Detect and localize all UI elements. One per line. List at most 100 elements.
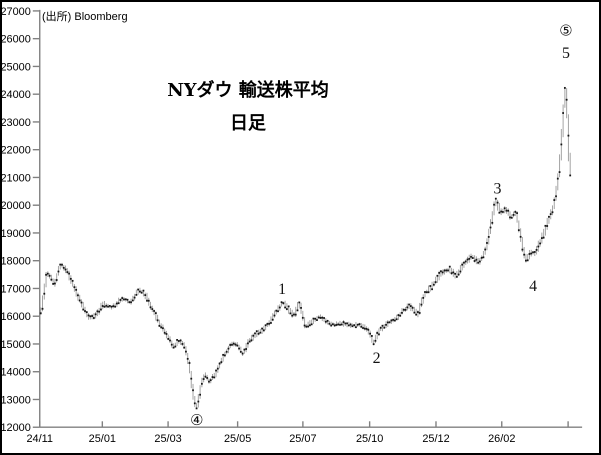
price-close-dot: [41, 307, 44, 310]
price-close-dot: [510, 216, 513, 219]
price-close-dot: [176, 339, 178, 341]
price-close-dot: [282, 302, 285, 305]
price-close-dot: [353, 324, 356, 327]
price-close-dot: [52, 283, 55, 285]
price-close-dot: [130, 301, 132, 304]
y-axis-tick-label: 21000: [2, 172, 31, 184]
price-close-dot: [494, 197, 497, 200]
price-close-dot: [91, 315, 93, 317]
price-close-dot: [393, 319, 396, 322]
price-close-dot: [177, 340, 180, 342]
price-close-dot: [459, 270, 462, 273]
price-close-dot: [470, 255, 472, 258]
price-close-dot: [434, 281, 437, 284]
price-close-dot: [43, 292, 46, 295]
price-close-dot: [317, 316, 320, 319]
price-close-dot: [62, 266, 65, 269]
price-close-dot: [172, 346, 175, 349]
price-close-dot: [429, 285, 432, 287]
price-close-dot: [349, 323, 352, 326]
price-close-dot: [344, 322, 347, 325]
wave-label-2: 2: [373, 350, 381, 367]
price-close-dot: [243, 348, 246, 351]
price-close-dot: [259, 331, 262, 334]
price-close-dot: [478, 260, 481, 263]
price-close-dot: [215, 369, 217, 372]
price-close-dot: [337, 323, 340, 326]
price-close-dot: [247, 342, 249, 345]
price-close-dot: [75, 288, 78, 291]
y-axis-tick-label: 26000: [2, 34, 31, 46]
price-close-dot: [163, 331, 166, 334]
price-close-dot: [486, 242, 488, 244]
price-close-dot: [385, 323, 387, 326]
price-close-dot: [218, 362, 221, 365]
price-close-dot: [463, 261, 465, 264]
price-close-dot: [257, 332, 260, 335]
price-close-dot: [450, 272, 453, 275]
price-close-dot: [224, 354, 226, 357]
price-close-dot: [54, 282, 56, 285]
price-close-dot: [546, 225, 549, 227]
price-close-dot: [424, 291, 426, 293]
chart-title-line2: 日足: [230, 113, 266, 134]
x-axis-tick-label: 25/05: [224, 433, 251, 445]
price-close-dot: [188, 362, 191, 364]
y-axis-tick-label: 22000: [2, 145, 31, 157]
price-close-dot: [514, 211, 517, 213]
chart-title: NYダウ 輸送株平均 日足: [128, 74, 368, 140]
x-axis-tick-label: 25/01: [89, 433, 116, 445]
price-close-dot: [103, 305, 106, 308]
price-close-dot: [78, 299, 81, 302]
price-close-dot: [296, 309, 299, 312]
price-close-dot: [496, 201, 499, 204]
x-axis-tick-label: 25/03: [154, 433, 181, 445]
price-close-dot: [169, 339, 171, 342]
y-axis-tick-label: 24000: [2, 89, 31, 101]
price-close-dot: [305, 325, 308, 328]
price-close-dot: [427, 291, 430, 294]
price-close-dot: [319, 317, 322, 319]
price-close-dot: [326, 319, 329, 322]
price-close-dot: [202, 378, 205, 380]
price-close-dot: [291, 314, 294, 317]
price-close-dot: [567, 134, 570, 137]
price-close-dot: [77, 294, 79, 297]
wave-label-5-circled: ⑤: [559, 21, 572, 39]
price-close-dot: [502, 211, 504, 213]
price-close-dot: [108, 305, 111, 307]
price-close-dot: [323, 317, 325, 319]
price-close-dot: [365, 328, 368, 330]
price-close-dot: [149, 306, 152, 309]
y-axis-tick-label: 13000: [2, 394, 31, 406]
price-close-dot: [473, 260, 476, 262]
price-close-dot: [121, 297, 124, 299]
price-close-dot: [89, 315, 92, 318]
price-close-dot: [526, 259, 529, 262]
price-close-dot: [556, 177, 559, 180]
price-close-dot: [475, 258, 478, 261]
price-close-dot: [316, 319, 318, 321]
price-close-dot: [193, 402, 196, 405]
price-close-dot: [367, 328, 370, 331]
price-close-dot: [436, 274, 439, 277]
price-close-dot: [181, 343, 184, 345]
price-close-dot: [392, 318, 395, 321]
price-close-dot: [440, 270, 442, 273]
price-close-dot: [236, 344, 239, 347]
price-close-dot: [105, 304, 108, 307]
x-axis-tick-label: 25/12: [422, 433, 449, 445]
price-close-dot: [101, 305, 104, 307]
price-close-dot: [468, 257, 471, 260]
price-close-dot: [346, 322, 348, 325]
price-close-dot: [395, 318, 398, 321]
price-close-dot: [250, 339, 253, 342]
price-close-dot: [523, 253, 526, 256]
price-close-dot: [174, 345, 177, 348]
price-close-dot: [533, 251, 536, 253]
x-axis-tick-label: 26/02: [488, 433, 515, 445]
price-close-dot: [519, 235, 522, 238]
price-close-dot: [404, 308, 407, 311]
price-close-dot: [452, 271, 455, 274]
